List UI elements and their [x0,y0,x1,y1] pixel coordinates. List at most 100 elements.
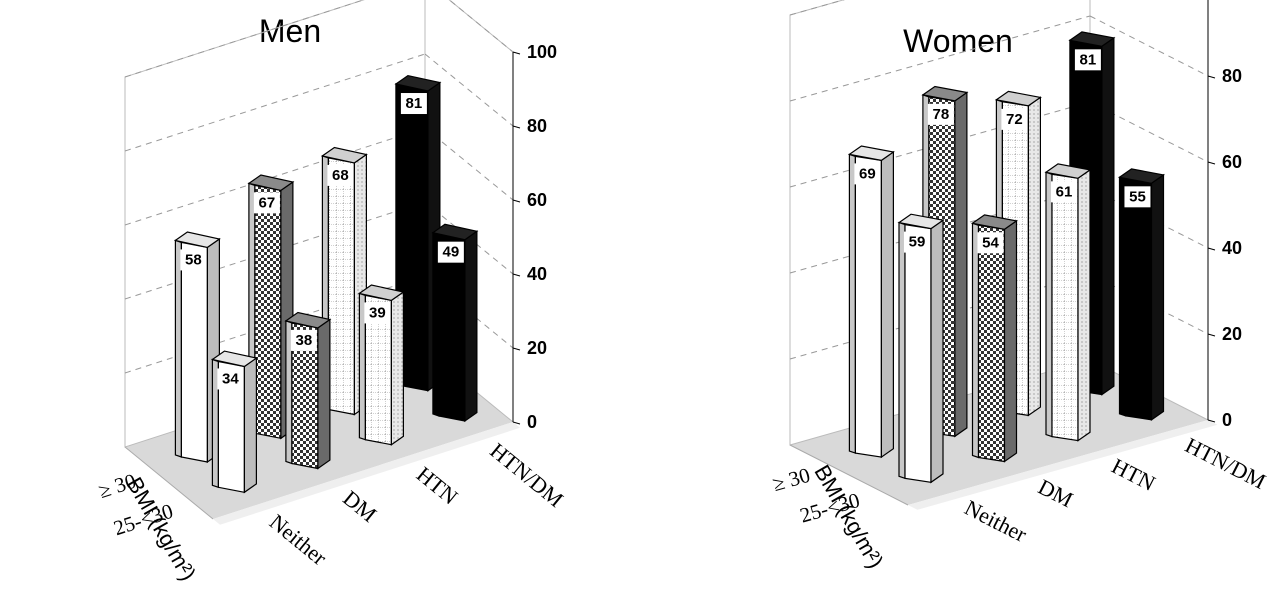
data-label-bg [977,232,1004,254]
data-label: 49 [443,244,460,261]
bar-side-face [464,230,478,423]
gridline [1089,15,1209,77]
bar-side-face [1027,96,1042,417]
bar-top-face [921,85,969,102]
left-edge [124,446,214,520]
z-category-label: ≥ 30 [770,463,813,496]
data-label-bg [437,241,464,263]
y-tick [1207,75,1216,79]
x-category-label: Neither [961,495,1032,548]
y-tick-label: 100 [527,42,557,62]
chart-panel-women: Women0204060801006978728159546155Neither… [770,0,1270,572]
y-tick [1207,161,1216,165]
gridline [424,127,514,201]
bar-side-face [243,356,257,494]
y-tick [1207,247,1216,251]
bar-top-face [847,145,895,162]
bar-top-face [1068,31,1116,47]
data-label-bg [290,329,317,351]
bar-front-face [854,155,883,458]
data-label: 67 [259,194,276,211]
floor-edge [908,420,1218,510]
y-tick [1207,419,1216,423]
data-label-bg [927,103,954,125]
data-label-bg [1124,186,1151,208]
bar-dm-bmi25to30: 54 [970,214,1019,463]
data-label-bg [1074,49,1101,71]
bar-htndm-bmi25to30: 55 [1117,168,1166,421]
data-label: 54 [982,234,999,251]
y-tick-label: 40 [1222,238,1242,258]
x-category-label: Neither [265,509,332,571]
bar-neither-bmi30plus: 58 [173,231,221,464]
data-label-bg [854,163,881,185]
y-tick-label: 40 [527,264,547,284]
bar-top-face [1044,163,1092,179]
data-label: 68 [332,167,349,184]
bar-side-face [317,318,331,470]
data-label: 39 [369,304,386,321]
y-tick [1207,333,1216,337]
y-tick-label: 20 [1222,324,1242,344]
bar-front-face [327,157,355,416]
y-tick-label: 80 [1222,66,1242,86]
bar-neither-bmi25to30: 59 [897,213,945,484]
bar-side-face [954,91,968,438]
y-tick [512,273,521,277]
bar-side-face [1101,36,1115,396]
bar-htn-bmi25to30: 39 [357,284,405,446]
bar-front-face [254,184,282,440]
x-category-label: HTN/DM [1181,432,1270,494]
bar-top-face [394,74,442,92]
gridline [448,0,514,53]
bar-top-face [1117,168,1166,184]
bar-top-face [210,350,258,368]
data-label-bg [180,249,207,271]
data-label-bg [253,192,280,214]
bar-left-face [848,153,857,454]
gridline [424,53,514,127]
y-tick-label: 60 [1222,152,1242,172]
y-tick [512,347,521,351]
bar-top-face [897,213,945,230]
bar-side-face [1003,219,1018,463]
bar-front-face [1051,173,1079,442]
bar-htndm-bmi25to30: 49 [431,223,479,423]
data-label-bg [364,302,391,324]
bar-front-face [904,223,932,483]
chart-title: Men [259,13,321,49]
bar-top-face [994,90,1042,107]
data-label-bg [217,368,244,390]
data-label: 59 [909,234,926,251]
gridline [124,127,426,226]
chart-title: Women [903,23,1013,59]
data-label: 81 [406,95,423,112]
data-label: 55 [1129,188,1146,205]
y-tick-label: 20 [527,338,547,358]
bar-dm-bmi25to30: 38 [284,311,332,470]
chart-panel-men: Men 0 20 40 60 80 100 58 67 68 81 34 38 39 49 NeitherDM… [96,0,568,585]
bar-side-face [880,150,895,459]
data-label: 81 [1080,51,1097,68]
bar-top-face [173,231,221,249]
bar-front-face [977,224,1006,463]
data-label-bg [1050,181,1077,203]
data-label: 58 [185,251,202,268]
bar-side-face [390,290,404,446]
floor-edge [213,422,520,525]
x-category-label: DM [338,485,381,527]
y-tick [512,51,521,55]
y-tick [512,421,521,425]
bar-left-face [174,239,182,458]
gridline [789,0,845,16]
bar-top-face [431,223,479,241]
bar-left-face [971,222,980,459]
bar-top-face [320,146,368,164]
data-label-bg [400,93,427,115]
bar-neither-bmi30plus: 69 [847,145,895,459]
bar-left-face [898,221,906,480]
data-label: 38 [296,332,313,349]
x-category-label: HTN [412,462,463,510]
